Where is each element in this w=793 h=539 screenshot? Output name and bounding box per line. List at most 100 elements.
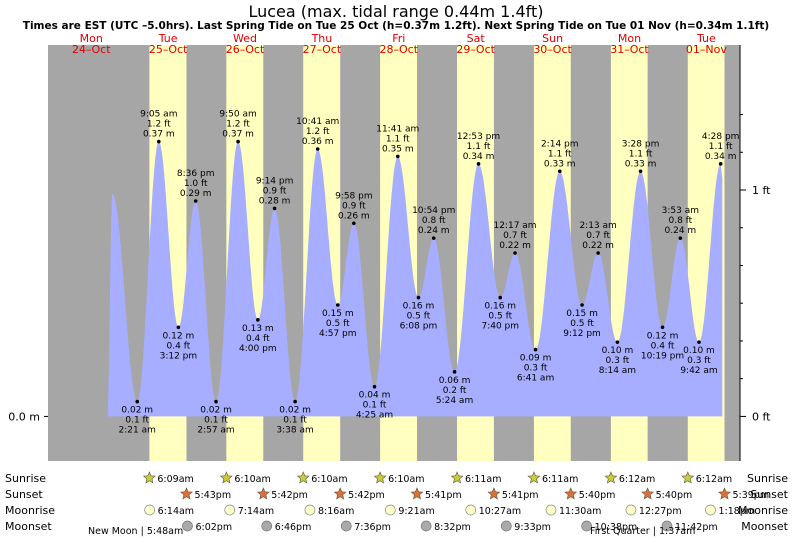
extreme-time: 2:57 am [197,426,234,436]
extreme-marker [557,169,562,174]
extreme-time: 3:12 pm [160,351,198,361]
moonset-time: 10:38pm [595,522,638,533]
extreme-height-ft: 1.2 ft [147,120,171,130]
extreme-height-m: 0.02 m [121,406,153,416]
day-name-label: Fri [392,32,405,45]
extreme-time: 2:21 am [119,426,156,436]
extreme-marker [452,370,457,374]
extreme-marker [431,236,436,240]
extreme-height-m: 0.02 m [279,406,311,416]
extreme-height-m: 0.16 m [403,302,435,312]
extreme-height-ft: 1.1 ft [629,149,653,159]
extreme-time: 6:08 pm [400,322,438,332]
sunset-icon [256,487,270,500]
moonrise-icon [625,504,637,516]
extreme-time: 3:53 am [662,206,699,216]
moonset-time: 8:32pm [434,522,471,533]
extreme-height-ft: 0.5 ft [326,319,350,329]
extreme-time: 2:14 pm [541,139,579,149]
extreme-time: 8:36 pm [177,169,215,179]
day-date-label: 31–Oct [610,43,649,56]
right-axis-label: 0 ft [752,410,771,423]
sunset-time: 5:40pm [656,490,693,501]
extreme-height-ft: 0.3 ft [687,356,711,366]
extreme-marker [156,139,161,144]
sunset-icon [564,487,578,500]
day-date-label: 25–Oct [149,43,188,56]
extreme-marker [476,162,481,166]
extreme-height-ft: 0.3 ft [524,364,548,374]
extreme-time: 2:13 am [579,221,616,231]
extreme-time: 9:42 am [680,366,717,376]
sunset-time: 5:41pm [425,490,462,501]
extreme-height-m: 0.04 m [359,391,391,401]
extreme-height-m: 0.33 m [625,159,657,169]
sunset-time: 5:43pm [194,490,231,501]
sunset-time: 5:39pm [732,490,769,501]
extreme-time: 4:25 am [356,411,393,421]
extreme-height-m: 0.06 m [439,376,471,386]
moonrise-time: 7:14am [238,506,274,517]
sunset-icon [179,487,193,500]
moonrise-time: 10:27am [479,506,521,517]
moonrise-time: 8:16am [318,506,354,517]
extreme-marker [580,303,584,307]
moonrise-icon [224,504,236,516]
extreme-height-ft: 1.1 ft [467,142,491,152]
extreme-time: 9:58 pm [335,191,373,201]
moonset-time: 6:02pm [195,522,232,533]
sunrise-icon [681,471,695,484]
extreme-height-m: 0.28 m [259,196,291,206]
extreme-time: 11:41 am [376,124,419,134]
day-labels: Mon24–OctTue25–OctWed26–OctThu27–OctFri2… [72,32,727,56]
sunrise-time: 6:10am [311,474,347,485]
extreme-time: 6:41 am [517,374,554,384]
row-label-right: Sunrise [747,472,788,485]
moonset-icon [261,520,273,532]
extreme-marker [615,340,620,344]
extreme-marker [718,162,723,166]
sunset-icon [487,487,501,500]
moonset-icon [420,520,432,532]
row-label-left: Moonrise [5,504,55,517]
moonset-icon [500,520,512,532]
chart-title: Lucea (max. tidal range 0.44m 1.4ft) [248,2,543,21]
extreme-time: 7:40 pm [481,322,519,332]
extreme-height-ft: 0.7 ft [503,231,527,241]
extreme-marker [596,251,600,255]
sunrise-icon [373,471,387,484]
extreme-height-m: 0.33 m [544,159,576,169]
sunset-icon [410,487,424,500]
extreme-marker [193,199,198,203]
moonrise-time: 9:21am [398,506,434,517]
moonrise-icon [144,504,156,516]
sunset-icon [333,487,347,500]
moonset-icon [661,520,673,532]
extreme-height-ft: 0.2 ft [443,386,467,396]
extreme-height-ft: 1.1 ft [548,149,572,159]
extreme-height-m: 0.15 m [322,309,354,319]
extreme-height-ft: 0.9 ft [263,186,287,196]
day-name-label: Mon [80,32,103,45]
extreme-height-ft: 0.5 ft [570,319,594,329]
extreme-height-ft: 0.7 ft [586,231,610,241]
moonset-icon [182,520,193,532]
extreme-height-ft: 1.1 ft [709,142,733,152]
extreme-height-ft: 0.8 ft [422,216,446,226]
extreme-time: 9:05 am [140,110,177,120]
extreme-height-ft: 0.1 ft [363,401,387,411]
right-axis-label: 1 ft [752,184,771,197]
extreme-height-m: 0.16 m [484,302,516,312]
extreme-height-ft: 0.4 ft [651,341,675,351]
extreme-time: 4:00 pm [239,344,277,354]
extreme-time: 4:28 pm [702,132,740,142]
extreme-height-ft: 1.2 ft [226,120,250,130]
sunset-time: 5:41pm [502,490,539,501]
extreme-marker [335,303,340,307]
sunrise-icon [527,471,541,484]
day-date-label: 26–Oct [226,43,265,56]
extreme-height-ft: 1.2 ft [306,127,330,137]
extreme-marker [678,236,683,240]
extreme-time: 8:14 am [599,366,636,376]
